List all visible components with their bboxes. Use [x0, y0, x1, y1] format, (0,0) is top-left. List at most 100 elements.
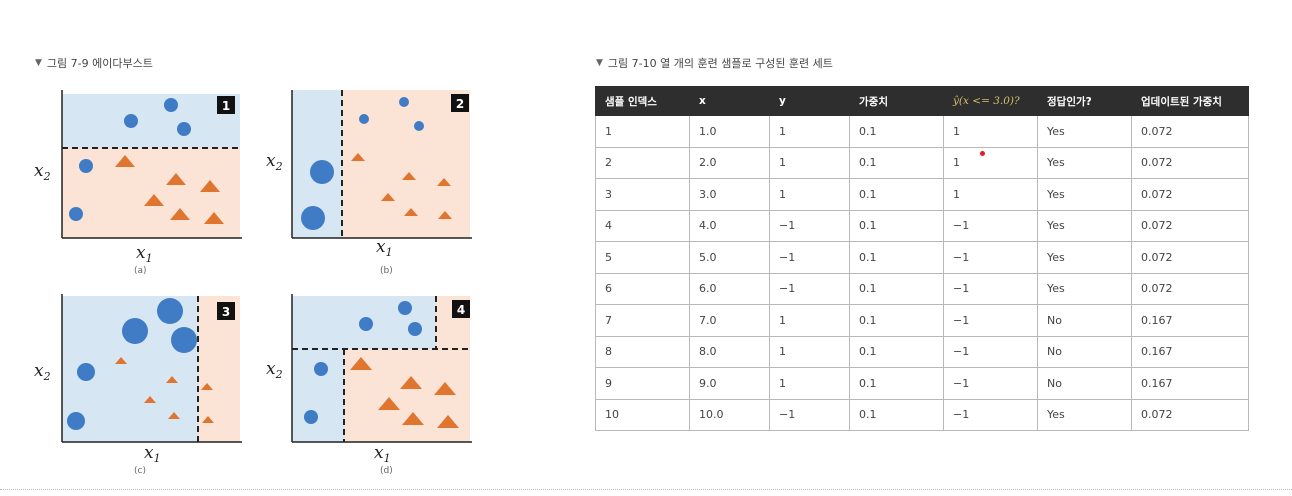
- circle-point: [304, 410, 318, 424]
- table-cell: 0.1: [849, 272, 944, 305]
- table-cell: 7: [595, 304, 690, 337]
- table-cell: 0.167: [1131, 304, 1249, 337]
- column-header: 업데이트된 가중치: [1131, 86, 1249, 116]
- x-axis-label: x1: [374, 443, 391, 465]
- orange-region: [198, 296, 240, 442]
- panel-number: 1: [222, 99, 230, 113]
- panel-number-badge: [452, 300, 470, 318]
- column-header: y: [769, 86, 850, 116]
- table-cell: 9: [595, 367, 690, 400]
- table-cell: 0.1: [849, 335, 944, 368]
- circle-point: [414, 121, 424, 131]
- table-row: 1 1.0 1 0.1 1 Yes 0.072: [595, 115, 1249, 148]
- table-cell: 0.072: [1131, 398, 1249, 431]
- y-axis-label: x2: [34, 361, 51, 383]
- table-cell: −1: [769, 241, 850, 274]
- x-axis-label: x1: [376, 237, 393, 259]
- panel-number: 3: [222, 305, 230, 319]
- table-cell: 5: [595, 241, 690, 274]
- adaboost-panel-d: 4 x1 x2: [262, 294, 477, 465]
- divider: [0, 489, 1292, 490]
- triangle-point: [402, 172, 416, 180]
- circle-point: [122, 318, 148, 344]
- table-row: 6 6.0 −1 0.1 −1 Yes 0.072: [595, 272, 1249, 305]
- panel-caption: (a): [134, 266, 147, 276]
- triangle-point: [201, 383, 213, 390]
- triangle-point: [144, 396, 156, 403]
- y-axis-label: x2: [266, 151, 283, 173]
- table-cell: 0.072: [1131, 146, 1249, 179]
- table-cell: 6.0: [689, 272, 770, 305]
- triangle-point: [204, 212, 224, 224]
- table-cell: −1: [943, 304, 1038, 337]
- red-dot: [980, 151, 985, 156]
- panel-caption: (c): [134, 466, 146, 476]
- panel-number-badge: [217, 96, 235, 114]
- circle-point: [157, 298, 183, 324]
- panel-number: 2: [456, 97, 464, 111]
- adaboost-panel-a: 1 x1 x2: [32, 88, 247, 265]
- table-row: 4 4.0 −1 0.1 −1 Yes 0.072: [595, 209, 1249, 242]
- table-cell: 0.1: [849, 115, 944, 148]
- table-cell: 1: [595, 115, 690, 148]
- table-header-row: 샘플 인덱스 x y 가중치 ŷ(x <= 3.0)? 정답인가? 업데이트된 …: [595, 86, 1249, 116]
- table-cell: 6: [595, 272, 690, 305]
- circle-point: [399, 97, 409, 107]
- panel-number-badge: [217, 302, 235, 320]
- chevron-down-icon: ▼: [596, 58, 603, 68]
- triangle-point: [434, 382, 456, 395]
- table-cell: 1: [769, 367, 850, 400]
- table-cell: 1: [769, 304, 850, 337]
- triangle-point: [166, 376, 178, 383]
- table-cell: Yes: [1037, 241, 1132, 274]
- triangle-point: [115, 357, 127, 364]
- table-cell: 4: [595, 209, 690, 242]
- circle-point: [398, 301, 412, 315]
- column-header: ŷ(x <= 3.0)?: [943, 86, 1038, 116]
- table-cell: 0.1: [849, 209, 944, 242]
- circle-point: [310, 160, 334, 184]
- table-cell: 7.0: [689, 304, 770, 337]
- table-cell: 3.0: [689, 178, 770, 211]
- adaboost-plot-b: 2 x1 x2: [266, 90, 472, 259]
- table-cell: 1: [769, 146, 850, 179]
- training-set-table: 샘플 인덱스 x y 가중치 ŷ(x <= 3.0)? 정답인가? 업데이트된 …: [595, 86, 1249, 431]
- table-cell: 1.0: [689, 115, 770, 148]
- table-cell: 4.0: [689, 209, 770, 242]
- table-cell: 0.167: [1131, 335, 1249, 368]
- column-header: 가중치: [849, 86, 944, 116]
- table-cell: 1: [943, 178, 1038, 211]
- figure-9-title-text: 그림 7-9 에이다부스트: [46, 57, 153, 70]
- triangle-point: [381, 193, 395, 201]
- table-cell: −1: [943, 209, 1038, 242]
- table-cell: 8.0: [689, 335, 770, 368]
- triangle-point: [378, 397, 400, 410]
- triangle-point: [438, 211, 452, 219]
- table-cell: Yes: [1037, 209, 1132, 242]
- table-cell: 1: [943, 115, 1038, 148]
- table-cell: Yes: [1037, 115, 1132, 148]
- table-cell: 8: [595, 335, 690, 368]
- table-cell: 10.0: [689, 398, 770, 431]
- table-cell: −1: [943, 367, 1038, 400]
- x-axis-label: x1: [144, 443, 161, 465]
- table-cell: No: [1037, 304, 1132, 337]
- table-row: 7 7.0 1 0.1 −1 No 0.167: [595, 304, 1249, 337]
- triangle-point: [350, 357, 372, 370]
- table-cell: Yes: [1037, 178, 1132, 211]
- circle-point: [79, 159, 93, 173]
- table-cell: 0.1: [849, 304, 944, 337]
- table-row: 8 8.0 1 0.1 −1 No 0.167: [595, 335, 1249, 368]
- table-cell: −1: [769, 398, 850, 431]
- adaboost-panel-c: 3 x1 x2: [32, 294, 247, 465]
- table-cell: 0.072: [1131, 178, 1249, 211]
- circle-point: [77, 363, 95, 381]
- circle-point: [124, 114, 138, 128]
- x-axis-label: x1: [136, 243, 153, 265]
- y-axis-label: x2: [34, 161, 51, 183]
- panel-caption: (d): [380, 466, 393, 476]
- triangle-point: [166, 173, 186, 185]
- circle-point: [314, 362, 328, 376]
- table-cell: 0.1: [849, 367, 944, 400]
- adaboost-plot-d: 4 x1 x2: [266, 294, 472, 465]
